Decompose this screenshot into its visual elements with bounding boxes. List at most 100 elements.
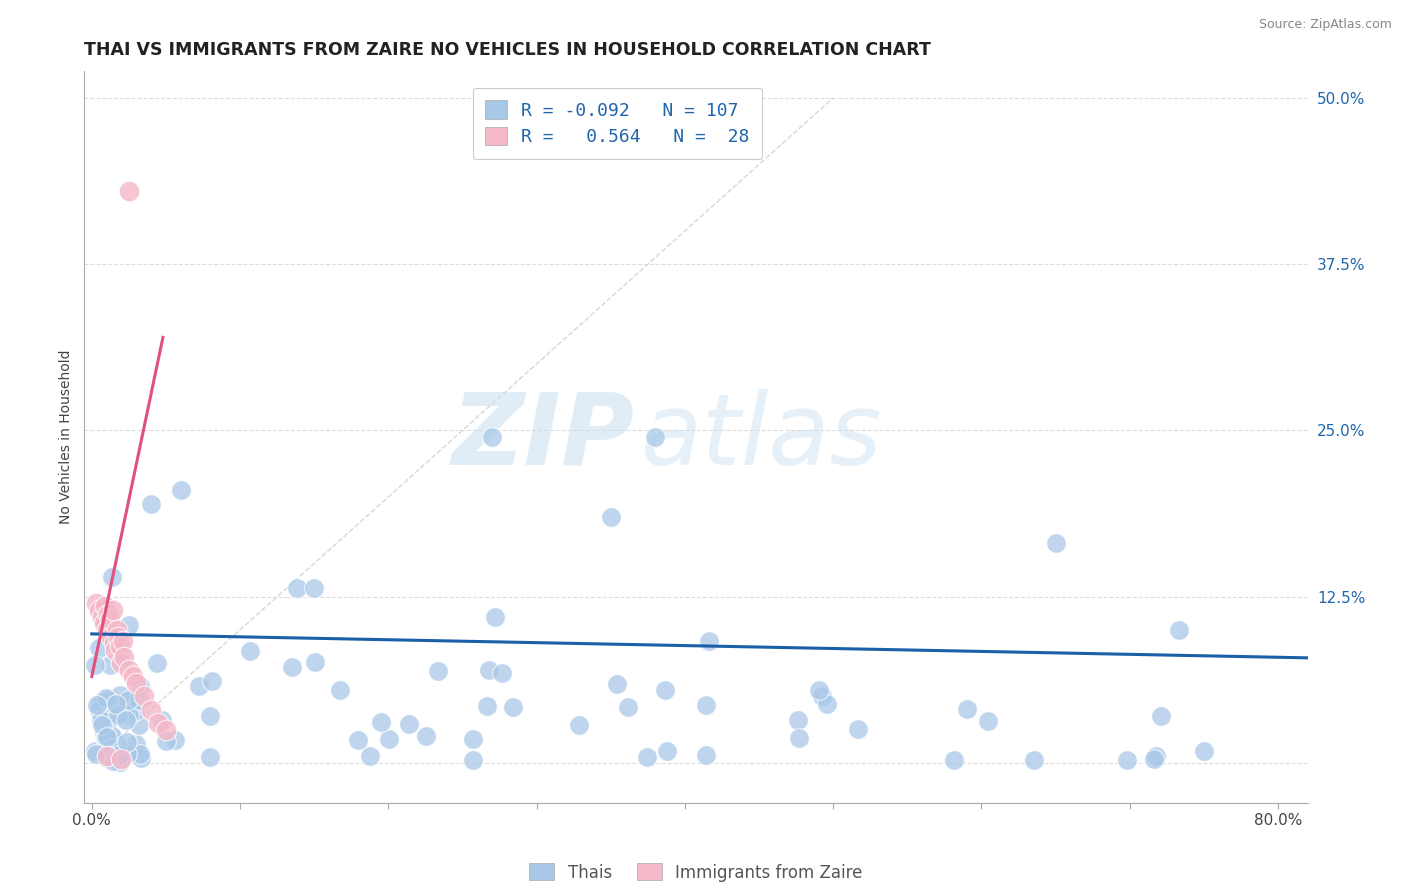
Point xyxy=(110,656,132,670)
Point xyxy=(200,709,222,723)
Point xyxy=(654,683,676,698)
Point xyxy=(105,696,128,710)
Y-axis label: No Vehicles in Household: No Vehicles in Household xyxy=(59,350,73,524)
Point xyxy=(94,729,117,743)
Point xyxy=(131,750,153,764)
Point xyxy=(87,703,110,717)
Point xyxy=(807,683,830,698)
Point xyxy=(108,748,131,763)
Point xyxy=(84,596,107,610)
Point xyxy=(200,750,222,764)
Point xyxy=(108,639,131,653)
Point xyxy=(101,729,124,743)
Point xyxy=(426,664,449,678)
Point xyxy=(110,645,132,659)
Point xyxy=(786,713,808,727)
Point xyxy=(100,741,122,756)
Point xyxy=(132,690,155,704)
Point xyxy=(697,634,720,648)
Point xyxy=(108,688,131,702)
Point xyxy=(93,727,115,741)
Point xyxy=(86,698,108,713)
Point xyxy=(977,714,1000,729)
Point xyxy=(606,676,628,690)
Point xyxy=(97,607,120,621)
Point xyxy=(478,663,501,677)
Point xyxy=(94,599,117,613)
Point xyxy=(302,582,325,596)
Point xyxy=(617,700,640,714)
Point xyxy=(96,623,118,637)
Point xyxy=(97,693,120,707)
Point xyxy=(599,509,621,524)
Point xyxy=(475,699,498,714)
Point xyxy=(128,718,150,732)
Point xyxy=(163,732,186,747)
Point xyxy=(115,735,138,749)
Point xyxy=(115,747,138,761)
Point xyxy=(655,744,678,758)
Point xyxy=(568,717,591,731)
Legend: Thais, Immigrants from Zaire: Thais, Immigrants from Zaire xyxy=(522,855,870,890)
Point xyxy=(1045,536,1067,550)
Point xyxy=(101,570,124,584)
Point xyxy=(90,695,112,709)
Point xyxy=(1115,753,1137,767)
Point xyxy=(90,713,112,727)
Point xyxy=(347,733,370,747)
Point xyxy=(329,683,352,698)
Point xyxy=(484,610,506,624)
Point xyxy=(124,704,146,718)
Point xyxy=(1022,753,1045,767)
Point xyxy=(104,643,127,657)
Point xyxy=(118,618,141,632)
Point xyxy=(96,751,118,765)
Text: THAI VS IMMIGRANTS FROM ZAIRE NO VEHICLES IN HOUSEHOLD CORRELATION CHART: THAI VS IMMIGRANTS FROM ZAIRE NO VEHICLE… xyxy=(84,41,931,59)
Point xyxy=(101,732,124,747)
Point xyxy=(115,713,138,727)
Point xyxy=(107,708,129,723)
Point xyxy=(101,754,124,768)
Point xyxy=(110,653,132,667)
Point xyxy=(1150,709,1173,723)
Point xyxy=(787,731,810,745)
Point xyxy=(117,693,139,707)
Point xyxy=(94,690,117,705)
Point xyxy=(481,430,503,444)
Point xyxy=(96,730,118,744)
Point xyxy=(1168,623,1191,637)
Point xyxy=(461,731,484,746)
Point xyxy=(91,717,114,731)
Point xyxy=(139,497,162,511)
Point xyxy=(93,730,115,744)
Point xyxy=(122,669,145,683)
Point xyxy=(105,737,128,751)
Point xyxy=(128,747,150,761)
Point xyxy=(105,623,128,637)
Point xyxy=(128,692,150,706)
Point xyxy=(96,749,118,764)
Point xyxy=(644,430,666,444)
Point xyxy=(100,711,122,725)
Point xyxy=(129,679,152,693)
Point xyxy=(150,713,173,727)
Point xyxy=(139,703,162,717)
Point xyxy=(100,630,122,644)
Point xyxy=(108,755,131,769)
Point xyxy=(695,747,717,762)
Point xyxy=(1143,752,1166,766)
Point xyxy=(370,715,392,730)
Point xyxy=(239,644,262,658)
Point xyxy=(98,657,121,672)
Point xyxy=(155,723,177,737)
Point xyxy=(285,582,308,596)
Point xyxy=(943,753,966,767)
Point xyxy=(101,603,124,617)
Point xyxy=(107,630,129,644)
Point xyxy=(155,733,177,747)
Point xyxy=(815,697,838,711)
Point xyxy=(415,729,437,743)
Point xyxy=(110,752,132,766)
Point xyxy=(118,184,141,198)
Point xyxy=(91,609,114,624)
